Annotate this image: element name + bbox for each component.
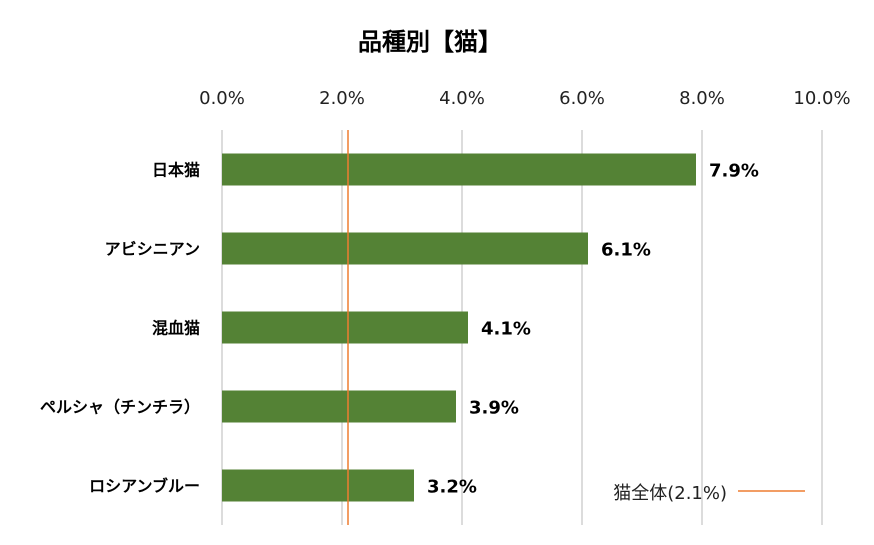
bar	[222, 232, 588, 265]
chart-title: 品種別【猫】	[358, 28, 502, 56]
x-axis-ticks: 0.0% 2.0% 4.0% 6.0% 8.0% 10.0%	[199, 88, 850, 109]
data-label: 6.1%	[601, 240, 651, 261]
bar	[222, 311, 468, 344]
data-label: 7.9%	[709, 161, 759, 182]
legend-label: 猫全体(2.1%)	[613, 483, 727, 504]
x-tick-label: 6.0%	[559, 88, 605, 109]
bar	[222, 390, 456, 423]
bar	[222, 469, 414, 502]
category-label: ロシアンブルー	[89, 477, 200, 496]
x-tick-label: 0.0%	[199, 88, 245, 109]
data-label: 4.1%	[481, 319, 531, 340]
category-label: 混血猫	[152, 319, 200, 338]
bar	[222, 153, 696, 186]
legend: 猫全体(2.1%)	[613, 483, 805, 504]
category-label: アビシニアン	[105, 240, 200, 259]
bars	[222, 153, 696, 502]
x-tick-label: 8.0%	[679, 88, 725, 109]
value-labels: 7.9% 6.1% 4.1% 3.9% 3.2%	[427, 161, 759, 498]
category-label: ペルシャ（チンチラ）	[40, 398, 200, 417]
x-tick-label: 10.0%	[793, 88, 850, 109]
x-tick-label: 4.0%	[439, 88, 485, 109]
category-label: 日本猫	[152, 161, 200, 180]
x-tick-label: 2.0%	[319, 88, 365, 109]
data-label: 3.2%	[427, 477, 477, 498]
data-label: 3.9%	[469, 398, 519, 419]
